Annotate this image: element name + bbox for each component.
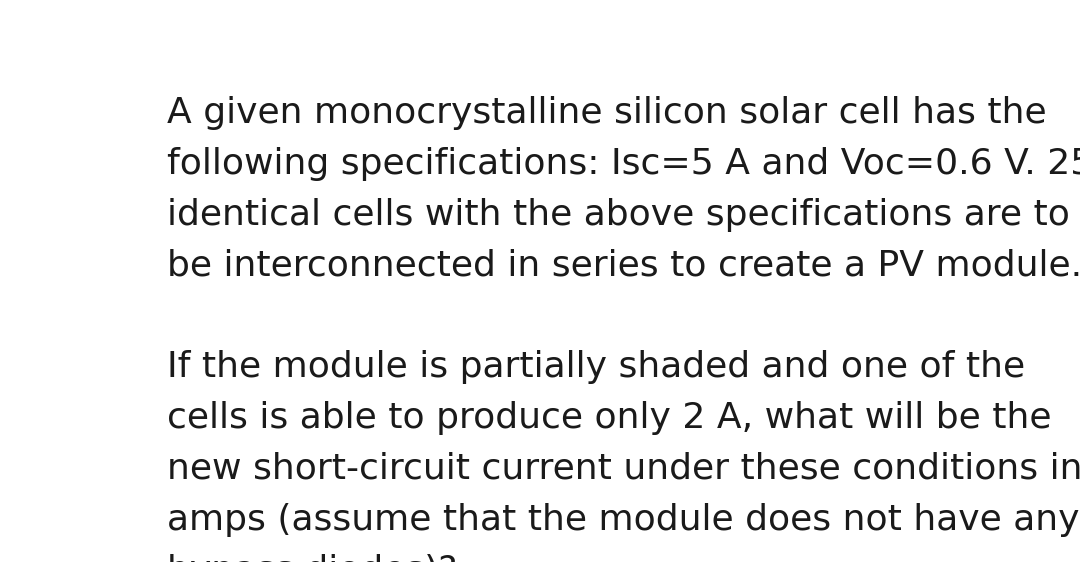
Text: following specifications: Isc=5 A and Voc=0.6 V. 25: following specifications: Isc=5 A and Vo… xyxy=(166,147,1080,180)
Text: amps (assume that the module does not have any: amps (assume that the module does not ha… xyxy=(166,503,1079,537)
Text: cells is able to produce only 2 A, what will be the: cells is able to produce only 2 A, what … xyxy=(166,401,1051,434)
Text: bypass diodes)?: bypass diodes)? xyxy=(166,554,457,562)
Text: A given monocrystalline silicon solar cell has the: A given monocrystalline silicon solar ce… xyxy=(166,96,1047,130)
Text: new short-circuit current under these conditions in: new short-circuit current under these co… xyxy=(166,452,1080,486)
Text: identical cells with the above specifications are to: identical cells with the above specifica… xyxy=(166,198,1069,232)
Text: If the module is partially shaded and one of the: If the module is partially shaded and on… xyxy=(166,350,1025,384)
Text: be interconnected in series to create a PV module.: be interconnected in series to create a … xyxy=(166,249,1080,283)
